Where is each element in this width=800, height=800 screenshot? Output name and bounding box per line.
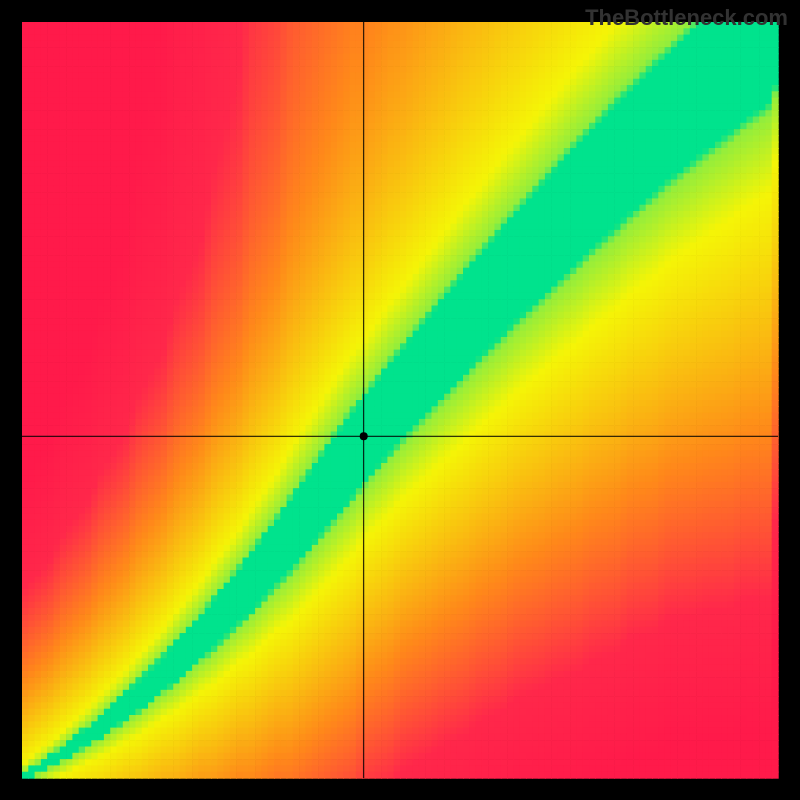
- chart-container: TheBottleneck.com: [0, 0, 800, 800]
- watermark-text: TheBottleneck.com: [585, 5, 788, 31]
- bottleneck-heatmap: [0, 0, 800, 800]
